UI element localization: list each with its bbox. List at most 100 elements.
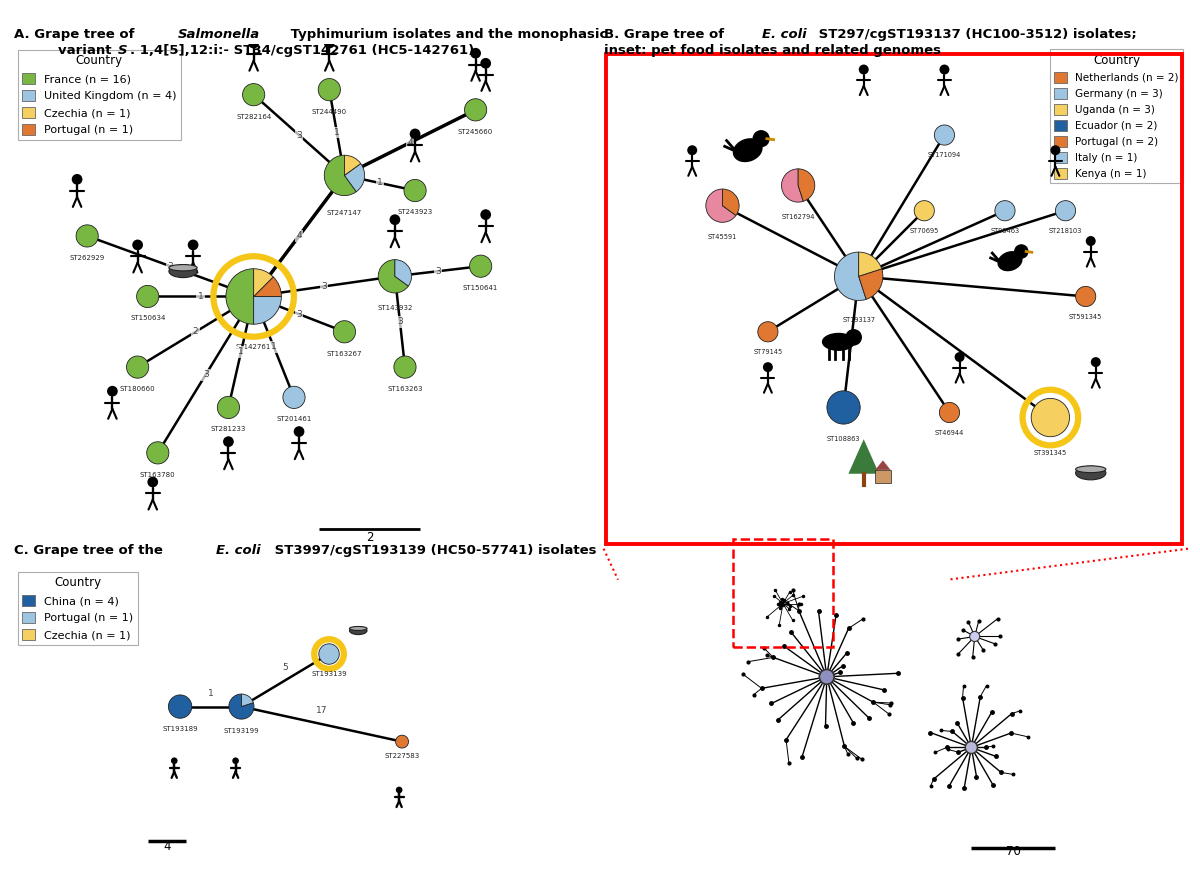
Text: ST591345: ST591345: [1069, 313, 1103, 319]
Wedge shape: [827, 391, 860, 424]
Wedge shape: [464, 99, 487, 121]
Circle shape: [223, 436, 234, 447]
Text: 3: 3: [168, 262, 173, 271]
Text: ST3997/cgST193139 (HC50-57741) isolates: ST3997/cgST193139 (HC50-57741) isolates: [270, 544, 596, 558]
Wedge shape: [722, 189, 739, 215]
Text: 3: 3: [203, 370, 209, 379]
Wedge shape: [146, 442, 169, 464]
Text: 3: 3: [322, 282, 328, 291]
Circle shape: [859, 65, 869, 74]
Circle shape: [390, 214, 401, 225]
Wedge shape: [226, 269, 253, 324]
Circle shape: [970, 632, 979, 642]
Text: ST193199: ST193199: [223, 728, 259, 734]
Text: 1: 1: [198, 292, 204, 301]
Wedge shape: [126, 356, 149, 378]
Text: E. coli: E. coli: [762, 28, 806, 42]
Text: 1: 1: [334, 128, 340, 137]
Text: 3: 3: [397, 317, 403, 327]
Circle shape: [688, 145, 697, 155]
Text: Typhimurium isolates and the monophasic: Typhimurium isolates and the monophasic: [286, 28, 607, 42]
Wedge shape: [396, 735, 408, 748]
Text: ST391345: ST391345: [1033, 450, 1067, 456]
Text: ST281233: ST281233: [211, 427, 246, 432]
Text: 3: 3: [434, 266, 440, 276]
Circle shape: [940, 65, 949, 74]
Text: 4: 4: [163, 840, 170, 852]
Text: ST162794: ST162794: [781, 214, 815, 219]
Circle shape: [324, 38, 335, 49]
Wedge shape: [404, 180, 426, 202]
Text: 3: 3: [296, 131, 302, 140]
Text: 1: 1: [238, 348, 244, 357]
Text: ST46944: ST46944: [935, 429, 964, 435]
Wedge shape: [253, 296, 281, 324]
Wedge shape: [1075, 287, 1096, 306]
Wedge shape: [76, 225, 98, 247]
Text: ST245660: ST245660: [458, 128, 493, 135]
Wedge shape: [324, 155, 356, 196]
Wedge shape: [344, 155, 361, 175]
Wedge shape: [253, 277, 281, 296]
Text: 70: 70: [1006, 845, 1021, 858]
Ellipse shape: [997, 251, 1022, 272]
Text: 4: 4: [296, 232, 302, 241]
Text: 2: 2: [366, 531, 373, 543]
Circle shape: [132, 240, 143, 250]
Circle shape: [148, 477, 158, 488]
Wedge shape: [1031, 398, 1069, 436]
Ellipse shape: [1075, 466, 1106, 480]
Circle shape: [845, 329, 862, 346]
Text: ST244490: ST244490: [312, 109, 347, 114]
Wedge shape: [395, 259, 412, 286]
Circle shape: [1086, 236, 1096, 246]
Circle shape: [294, 427, 305, 437]
Text: ST247147: ST247147: [326, 210, 362, 216]
Polygon shape: [848, 439, 880, 473]
Wedge shape: [706, 189, 736, 222]
Wedge shape: [319, 643, 340, 665]
Polygon shape: [875, 460, 890, 470]
Circle shape: [1091, 358, 1100, 367]
Text: 4: 4: [407, 138, 413, 147]
Text: ST163263: ST163263: [388, 386, 422, 392]
Text: inset: pet food isolates and related genomes: inset: pet food isolates and related gen…: [604, 44, 941, 58]
Text: 3: 3: [296, 310, 302, 319]
Text: 17: 17: [316, 706, 328, 715]
Circle shape: [107, 386, 118, 396]
Circle shape: [409, 128, 420, 139]
Ellipse shape: [349, 627, 367, 635]
Text: ST282164: ST282164: [236, 113, 271, 119]
Text: ST150641: ST150641: [463, 285, 498, 291]
Circle shape: [248, 38, 259, 49]
Text: C. Grape tree of the: C. Grape tree of the: [14, 544, 168, 558]
Text: Salmonella: Salmonella: [178, 28, 260, 42]
Ellipse shape: [822, 333, 856, 351]
Wedge shape: [914, 201, 935, 220]
Text: A. Grape tree of: A. Grape tree of: [14, 28, 139, 42]
Wedge shape: [859, 269, 883, 299]
Text: S: S: [118, 44, 127, 58]
Text: ST143932: ST143932: [377, 304, 413, 311]
Text: ST163780: ST163780: [140, 472, 175, 478]
Circle shape: [480, 209, 491, 220]
Wedge shape: [253, 269, 274, 296]
Circle shape: [965, 742, 978, 753]
Text: E. coli: E. coli: [216, 544, 260, 558]
Text: ST171094: ST171094: [928, 152, 961, 158]
Wedge shape: [798, 169, 815, 201]
Circle shape: [480, 58, 491, 69]
Legend: France (n = 16), United Kingdom (n = 4), Czechia (n = 1), Portugal (n = 1): France (n = 16), United Kingdom (n = 4),…: [18, 50, 181, 140]
Wedge shape: [940, 403, 960, 422]
Wedge shape: [859, 252, 882, 276]
Wedge shape: [241, 694, 253, 706]
Text: ST108863: ST108863: [827, 435, 860, 442]
Text: variant: variant: [58, 44, 115, 58]
Circle shape: [752, 130, 769, 147]
Bar: [875, 470, 890, 483]
Circle shape: [763, 362, 773, 372]
Circle shape: [470, 48, 481, 58]
Wedge shape: [394, 356, 416, 378]
Wedge shape: [283, 386, 305, 409]
Wedge shape: [834, 252, 866, 301]
